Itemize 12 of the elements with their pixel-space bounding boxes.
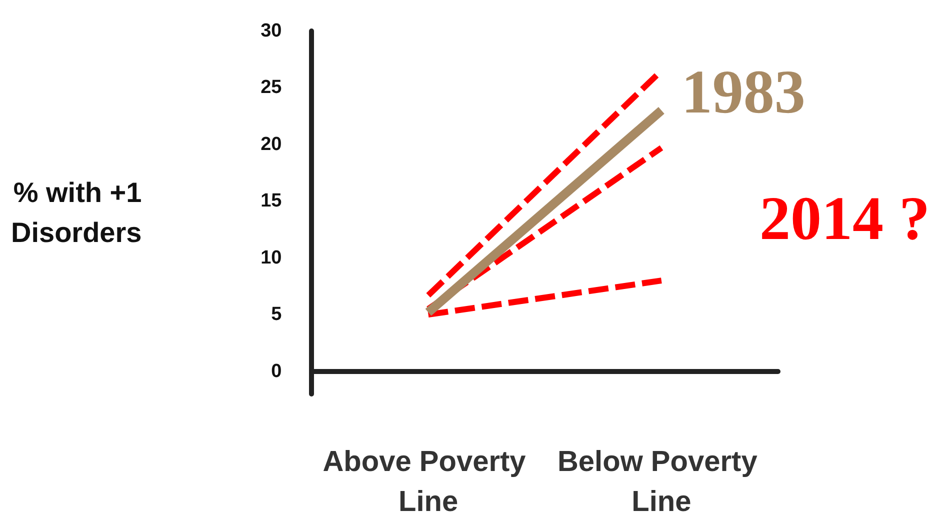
y-tick-label: 5 bbox=[271, 304, 282, 326]
y-tick-label: 10 bbox=[260, 247, 282, 268]
y-tick-label: 30 bbox=[260, 20, 282, 42]
y-tick-label: 25 bbox=[260, 77, 282, 98]
x-tick-label: Below Poverty Line bbox=[557, 446, 766, 518]
y-axis-title: % with +1 Disorders bbox=[11, 177, 142, 248]
y-tick-label: 0 bbox=[271, 360, 282, 382]
y-tick-label: 15 bbox=[260, 190, 282, 212]
x-tick-label: Above Poverty Line bbox=[322, 446, 534, 518]
annotation: 2014 ? bbox=[760, 185, 930, 253]
y-tick-label: 20 bbox=[260, 134, 282, 155]
series-label: 1983 bbox=[681, 58, 806, 126]
